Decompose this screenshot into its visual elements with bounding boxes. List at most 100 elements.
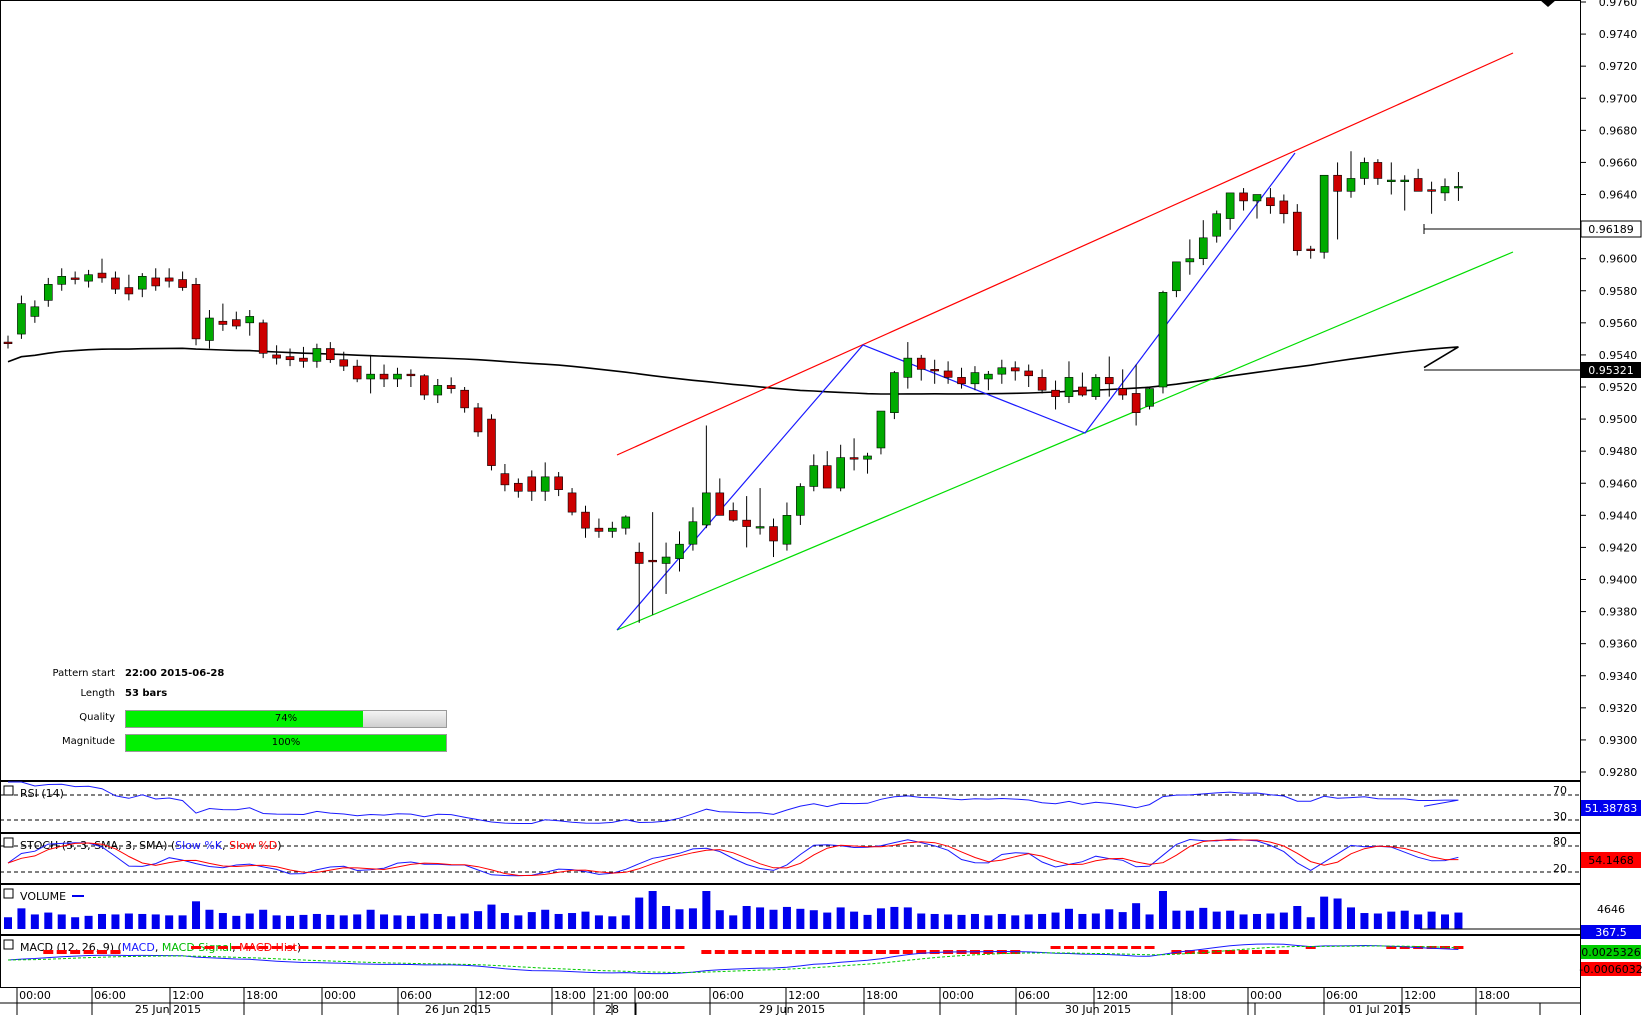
candle	[943, 370, 953, 378]
macd-hist-bar	[741, 950, 752, 954]
macd-hist-bar	[419, 946, 430, 949]
volume-bar	[178, 915, 187, 929]
stoch-toggle-icon[interactable]	[3, 837, 14, 848]
price-tick-label: 0.9420	[1599, 541, 1638, 554]
macd-hist-bar	[701, 950, 712, 954]
candle	[728, 510, 738, 521]
volume-bar	[218, 913, 227, 929]
macd-hist-bar	[513, 946, 524, 949]
price-tick-label: 0.9540	[1599, 349, 1638, 362]
volume-bar	[1024, 914, 1033, 929]
quality-bar: 74%	[125, 710, 447, 728]
candle	[809, 465, 819, 487]
stoch-k-line	[7, 838, 1459, 877]
time-tick-label: 00:00	[1250, 989, 1282, 1002]
candle	[1185, 258, 1195, 263]
volume-bar	[1185, 910, 1194, 929]
macd-hist-bar	[889, 950, 900, 954]
scroll-marker-icon[interactable]	[1540, 0, 1556, 7]
volume-bar	[782, 906, 791, 929]
time-tick-label: 06:00	[1018, 989, 1050, 1002]
candle	[1078, 386, 1087, 396]
candle	[930, 369, 939, 372]
magnitude-value: 100%	[271, 737, 301, 748]
macd-hist-bar	[338, 946, 349, 949]
macd-hist-bar	[929, 950, 940, 954]
volume-bar	[1320, 896, 1329, 929]
volume-bar	[635, 897, 644, 929]
volume-bar	[541, 909, 550, 929]
rsi-level-70: 70	[1553, 784, 1567, 797]
price-tick-label: 0.9380	[1599, 606, 1638, 619]
candle	[1319, 174, 1329, 253]
volume-scale-label: 4646	[1597, 903, 1625, 916]
volume-bar	[876, 908, 885, 929]
volume-pane: VOLUME 4646 367.5	[0, 884, 1641, 939]
macd-hist-bar	[231, 946, 242, 949]
macd-hist-bar	[849, 950, 860, 954]
volume-bar	[30, 914, 39, 929]
candle	[178, 279, 187, 288]
candle	[822, 465, 832, 489]
stoch-value: 54.1468	[1588, 854, 1634, 867]
rsi-label: RSI (14)	[20, 787, 64, 800]
candle	[1346, 178, 1356, 192]
macd-hist-bar	[379, 946, 390, 949]
macd-hist-bar	[916, 950, 927, 954]
date-label: 30 Jun 2015	[1065, 1003, 1131, 1015]
volume-bar	[420, 913, 429, 929]
rsi-value-box	[1581, 800, 1641, 816]
candle	[1212, 213, 1221, 237]
length-label: Length	[80, 688, 116, 699]
volume-bar	[608, 916, 617, 929]
volume-toggle-icon[interactable]	[3, 888, 14, 899]
candle	[957, 377, 966, 385]
volume-bar	[406, 915, 415, 929]
price-tick-label: 0.9280	[1599, 766, 1638, 779]
time-tick-label: 12:00	[1404, 989, 1436, 1002]
price-tick-label: 0.9460	[1599, 477, 1638, 490]
rsi-toggle-icon[interactable]	[3, 785, 14, 796]
macd-hist-bar	[808, 950, 819, 954]
macd-hist-value: -0.0006032	[1579, 963, 1642, 976]
macd-hist-bar	[567, 946, 578, 949]
candle	[661, 556, 671, 564]
volume-bar	[917, 913, 926, 929]
candle	[554, 476, 563, 490]
volume-bar	[1078, 913, 1087, 929]
candle	[352, 365, 362, 380]
candle	[1427, 189, 1436, 192]
volume-bar	[1414, 914, 1423, 929]
macd-toggle-icon[interactable]	[3, 939, 14, 950]
volume-bar	[1373, 913, 1382, 929]
volume-bar	[1306, 917, 1315, 929]
candle	[863, 455, 872, 460]
price-tick-label: 0.9580	[1599, 285, 1638, 298]
candle	[903, 357, 913, 378]
volume-bar	[1387, 911, 1396, 929]
candle	[1360, 162, 1369, 179]
candle	[111, 277, 120, 290]
price-tick-label: 0.9300	[1599, 734, 1638, 747]
macd-hist-bar	[728, 950, 739, 954]
macd-hist-bar	[459, 946, 470, 949]
volume-bar	[299, 914, 308, 929]
volume-bar	[850, 911, 859, 929]
price-tick-label: 0.9720	[1599, 60, 1638, 73]
macd-hist-bar	[822, 950, 833, 954]
macd-hist-bar	[473, 946, 484, 949]
macd-hist-bar	[298, 946, 309, 949]
time-tick-label: 00:00	[19, 989, 51, 1002]
volume-bar	[1064, 908, 1073, 929]
candle	[688, 521, 698, 545]
time-tick-label: 06:00	[400, 989, 432, 1002]
main-pane-frame	[0, 0, 1581, 781]
macd-hist-bar	[1104, 946, 1115, 949]
volume-bar	[662, 906, 671, 929]
volume-bar	[1239, 914, 1248, 929]
candle	[1252, 194, 1262, 202]
volume-bar	[581, 911, 590, 929]
candle	[836, 457, 845, 489]
macd-hist-bar	[352, 946, 363, 949]
